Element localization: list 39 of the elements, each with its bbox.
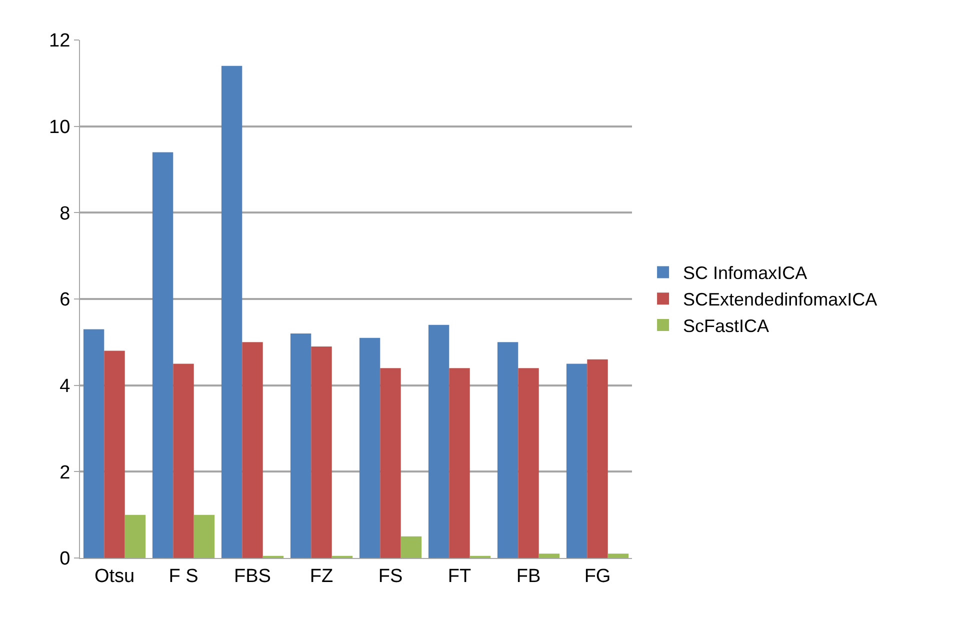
- y-tick-label: 2: [60, 462, 70, 484]
- bar: [449, 368, 470, 558]
- bar: [242, 342, 263, 558]
- x-tick-label: F S: [168, 566, 198, 587]
- legend-label: SC InfomaxICA: [683, 263, 808, 284]
- y-tick-label: 8: [60, 203, 70, 224]
- bar: [587, 359, 608, 558]
- x-tick-label: Otsu: [94, 566, 135, 587]
- bar: [428, 324, 450, 558]
- bar: [359, 338, 380, 558]
- x-tick-label: FS: [378, 566, 403, 587]
- bar: [124, 514, 146, 558]
- bar: [173, 364, 194, 558]
- bar: [83, 329, 104, 558]
- bar: [497, 342, 518, 558]
- legend-label: ScFastICA: [683, 316, 770, 336]
- y-tick-label: 12: [49, 30, 70, 52]
- x-tick-label: FB: [516, 566, 541, 587]
- y-tick-label: 0: [60, 548, 70, 570]
- x-tick-label: FBS: [234, 566, 271, 587]
- x-tick-label: FG: [584, 566, 611, 587]
- bar: [400, 536, 422, 558]
- bar: [290, 334, 312, 558]
- bar: [608, 554, 629, 558]
- x-tick-label: FZ: [310, 566, 334, 587]
- bar: [104, 350, 125, 558]
- bar: [194, 514, 215, 558]
- bar: [311, 346, 332, 558]
- y-tick-label: 4: [60, 376, 71, 397]
- bar: [221, 66, 242, 558]
- bar: [380, 368, 401, 558]
- x-tick-label: FT: [448, 566, 472, 587]
- bar: [152, 152, 174, 558]
- y-tick-label: 10: [49, 116, 70, 138]
- bar: [538, 554, 560, 558]
- bar: [566, 364, 588, 558]
- y-tick-label: 6: [60, 290, 70, 311]
- legend-label: SCExtendedinfomaxICA: [683, 290, 878, 310]
- bar: [518, 368, 539, 558]
